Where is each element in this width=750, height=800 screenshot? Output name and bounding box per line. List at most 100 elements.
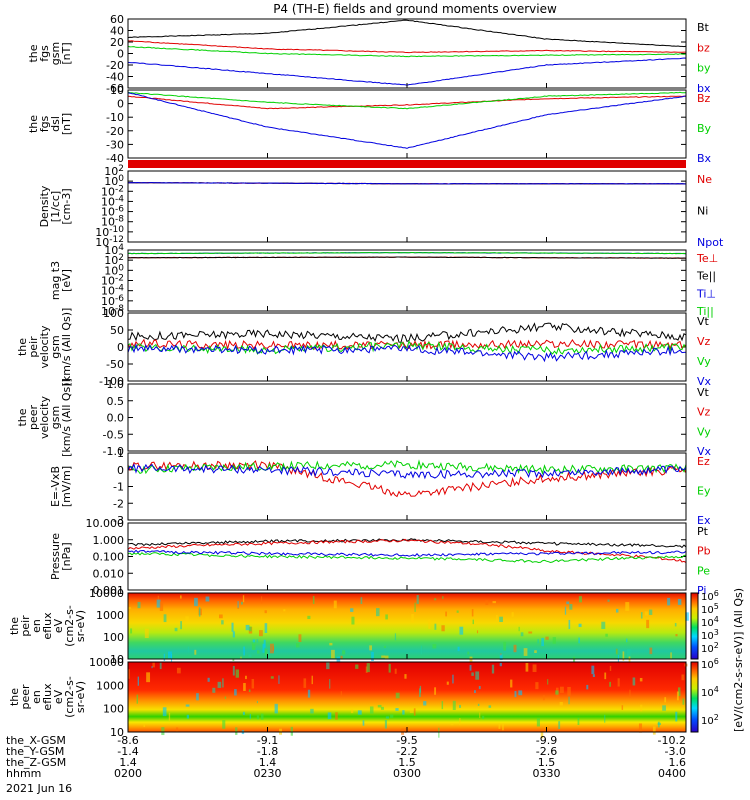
spectrogram-speckle (358, 619, 361, 623)
spectrogram-speckle (640, 612, 643, 619)
series-line-Npot (128, 181, 686, 185)
spectrogram-speckle (559, 702, 563, 706)
footer-value: 0330 (533, 767, 561, 780)
spectrogram-speckle (264, 610, 267, 614)
spectrogram-speckle (547, 679, 549, 685)
spectrogram-speckle (163, 653, 166, 661)
panel-ylabel: eV (52, 618, 65, 633)
panel-ylabel: [1/cc] (49, 191, 62, 222)
ytick-label: 0 (117, 48, 124, 61)
spectrogram-speckle (252, 639, 256, 644)
spectrogram-speckle (441, 625, 445, 632)
spectrogram-speckle (532, 664, 537, 673)
panel-ylabel: Pressure (49, 533, 62, 580)
panel-ylabel: en (30, 690, 43, 704)
spectrogram-speckle (604, 672, 607, 680)
spectrogram-speckle (257, 650, 260, 654)
ytick-label: -40 (106, 71, 124, 84)
ytick-label: 0.010 (93, 567, 125, 580)
legend-Vt: Vt (697, 315, 710, 328)
colorbar-tick: 102 (701, 641, 719, 655)
spectrogram-speckle (137, 676, 139, 686)
spectrogram-speckle (360, 597, 363, 604)
spectrogram-speckle (459, 704, 461, 708)
spectrogram-speckle (245, 624, 250, 631)
footer-value: -3.0 (665, 745, 686, 758)
spectrogram-speckle (340, 691, 342, 696)
spectrogram-speckle (586, 684, 589, 690)
spectrogram-speckle (219, 614, 223, 619)
legend-Ey: Ey (697, 485, 711, 498)
panel-frame (127, 249, 687, 312)
spectrogram-speckle (667, 597, 671, 606)
spectrogram-speckle (262, 643, 265, 653)
ytick-label: -40 (106, 152, 124, 165)
spectrogram-speckle (559, 686, 564, 693)
spectrogram-speckle (381, 655, 386, 658)
spectrogram-speckle (217, 681, 222, 688)
footer-row-label: the_Y-GSM (6, 745, 64, 758)
spectrogram-speckle (674, 622, 677, 627)
footer-value: 0300 (393, 767, 421, 780)
spectrogram-speckle (479, 712, 481, 718)
colorbar-top (690, 592, 699, 660)
footer-value: 0400 (658, 767, 686, 780)
spectrogram-speckle (525, 663, 529, 672)
spectrogram-speckle (459, 626, 464, 635)
spectrogram-speckle (333, 600, 337, 609)
spectrogram-speckle (502, 723, 504, 731)
legend-Vx: Vx (697, 445, 712, 458)
spectrogram-speckle (242, 595, 245, 603)
series-line-by (127, 45, 687, 58)
series-line-Ex (127, 463, 687, 480)
spectrogram-speckle (224, 696, 227, 699)
spectrogram-speckle (152, 662, 155, 668)
spectrogram-speckle (629, 689, 631, 698)
series-line-bz (127, 40, 686, 54)
spectrogram-speckle (245, 675, 247, 680)
red-flag-band (128, 160, 686, 168)
spectrogram-speckle (452, 700, 456, 711)
spectrogram-speckle (371, 651, 374, 661)
footer-value: 0200 (114, 767, 142, 780)
spectrogram-speckle (467, 651, 470, 655)
spectrogram-speckle (646, 619, 650, 629)
spectrogram-speckle (475, 671, 480, 680)
ytick-label: -30 (106, 138, 124, 151)
legend-by: by (697, 62, 711, 75)
ytick-label: 10000 (89, 656, 124, 669)
spectrogram-speckle (518, 626, 520, 632)
spectrogram-speckle (675, 711, 678, 722)
spectrogram-speckle (578, 623, 582, 628)
spectrogram-speckle (327, 712, 332, 720)
spectrogram-speckle (591, 665, 595, 675)
spectrogram-speckle (167, 651, 172, 659)
spectrogram-speckle (441, 701, 444, 710)
spectrogram-speckle (256, 715, 260, 720)
series-line-Bx (127, 92, 687, 149)
legend-Ti⊥: Ti⊥ (696, 287, 716, 300)
colorbar-tick: 102 (701, 713, 719, 727)
spectrogram-speckle (251, 678, 255, 689)
spectrogram-speckle (477, 703, 480, 706)
ytick-label: 10 (110, 726, 124, 739)
ytick-label: 10-10 (95, 225, 124, 239)
spectrogram-speckle (404, 674, 407, 679)
spectrogram-speckle (442, 596, 444, 599)
spectrogram-speckle (578, 596, 582, 603)
spectrogram-speckle (542, 695, 545, 701)
colorbar-tick: 103 (701, 628, 719, 642)
spectrogram-speckle (240, 656, 242, 660)
panel-ylabel: velocity (38, 325, 51, 368)
ytick-label: 0.100 (93, 551, 125, 564)
ytick-label: 0 (117, 98, 124, 111)
spectrogram-speckle (249, 713, 251, 719)
spectrogram-speckle (456, 610, 459, 613)
spectrogram-speckle (452, 674, 454, 684)
spectrogram-speckle (682, 698, 685, 705)
panel-ylabel: [cm-3] (60, 188, 73, 224)
